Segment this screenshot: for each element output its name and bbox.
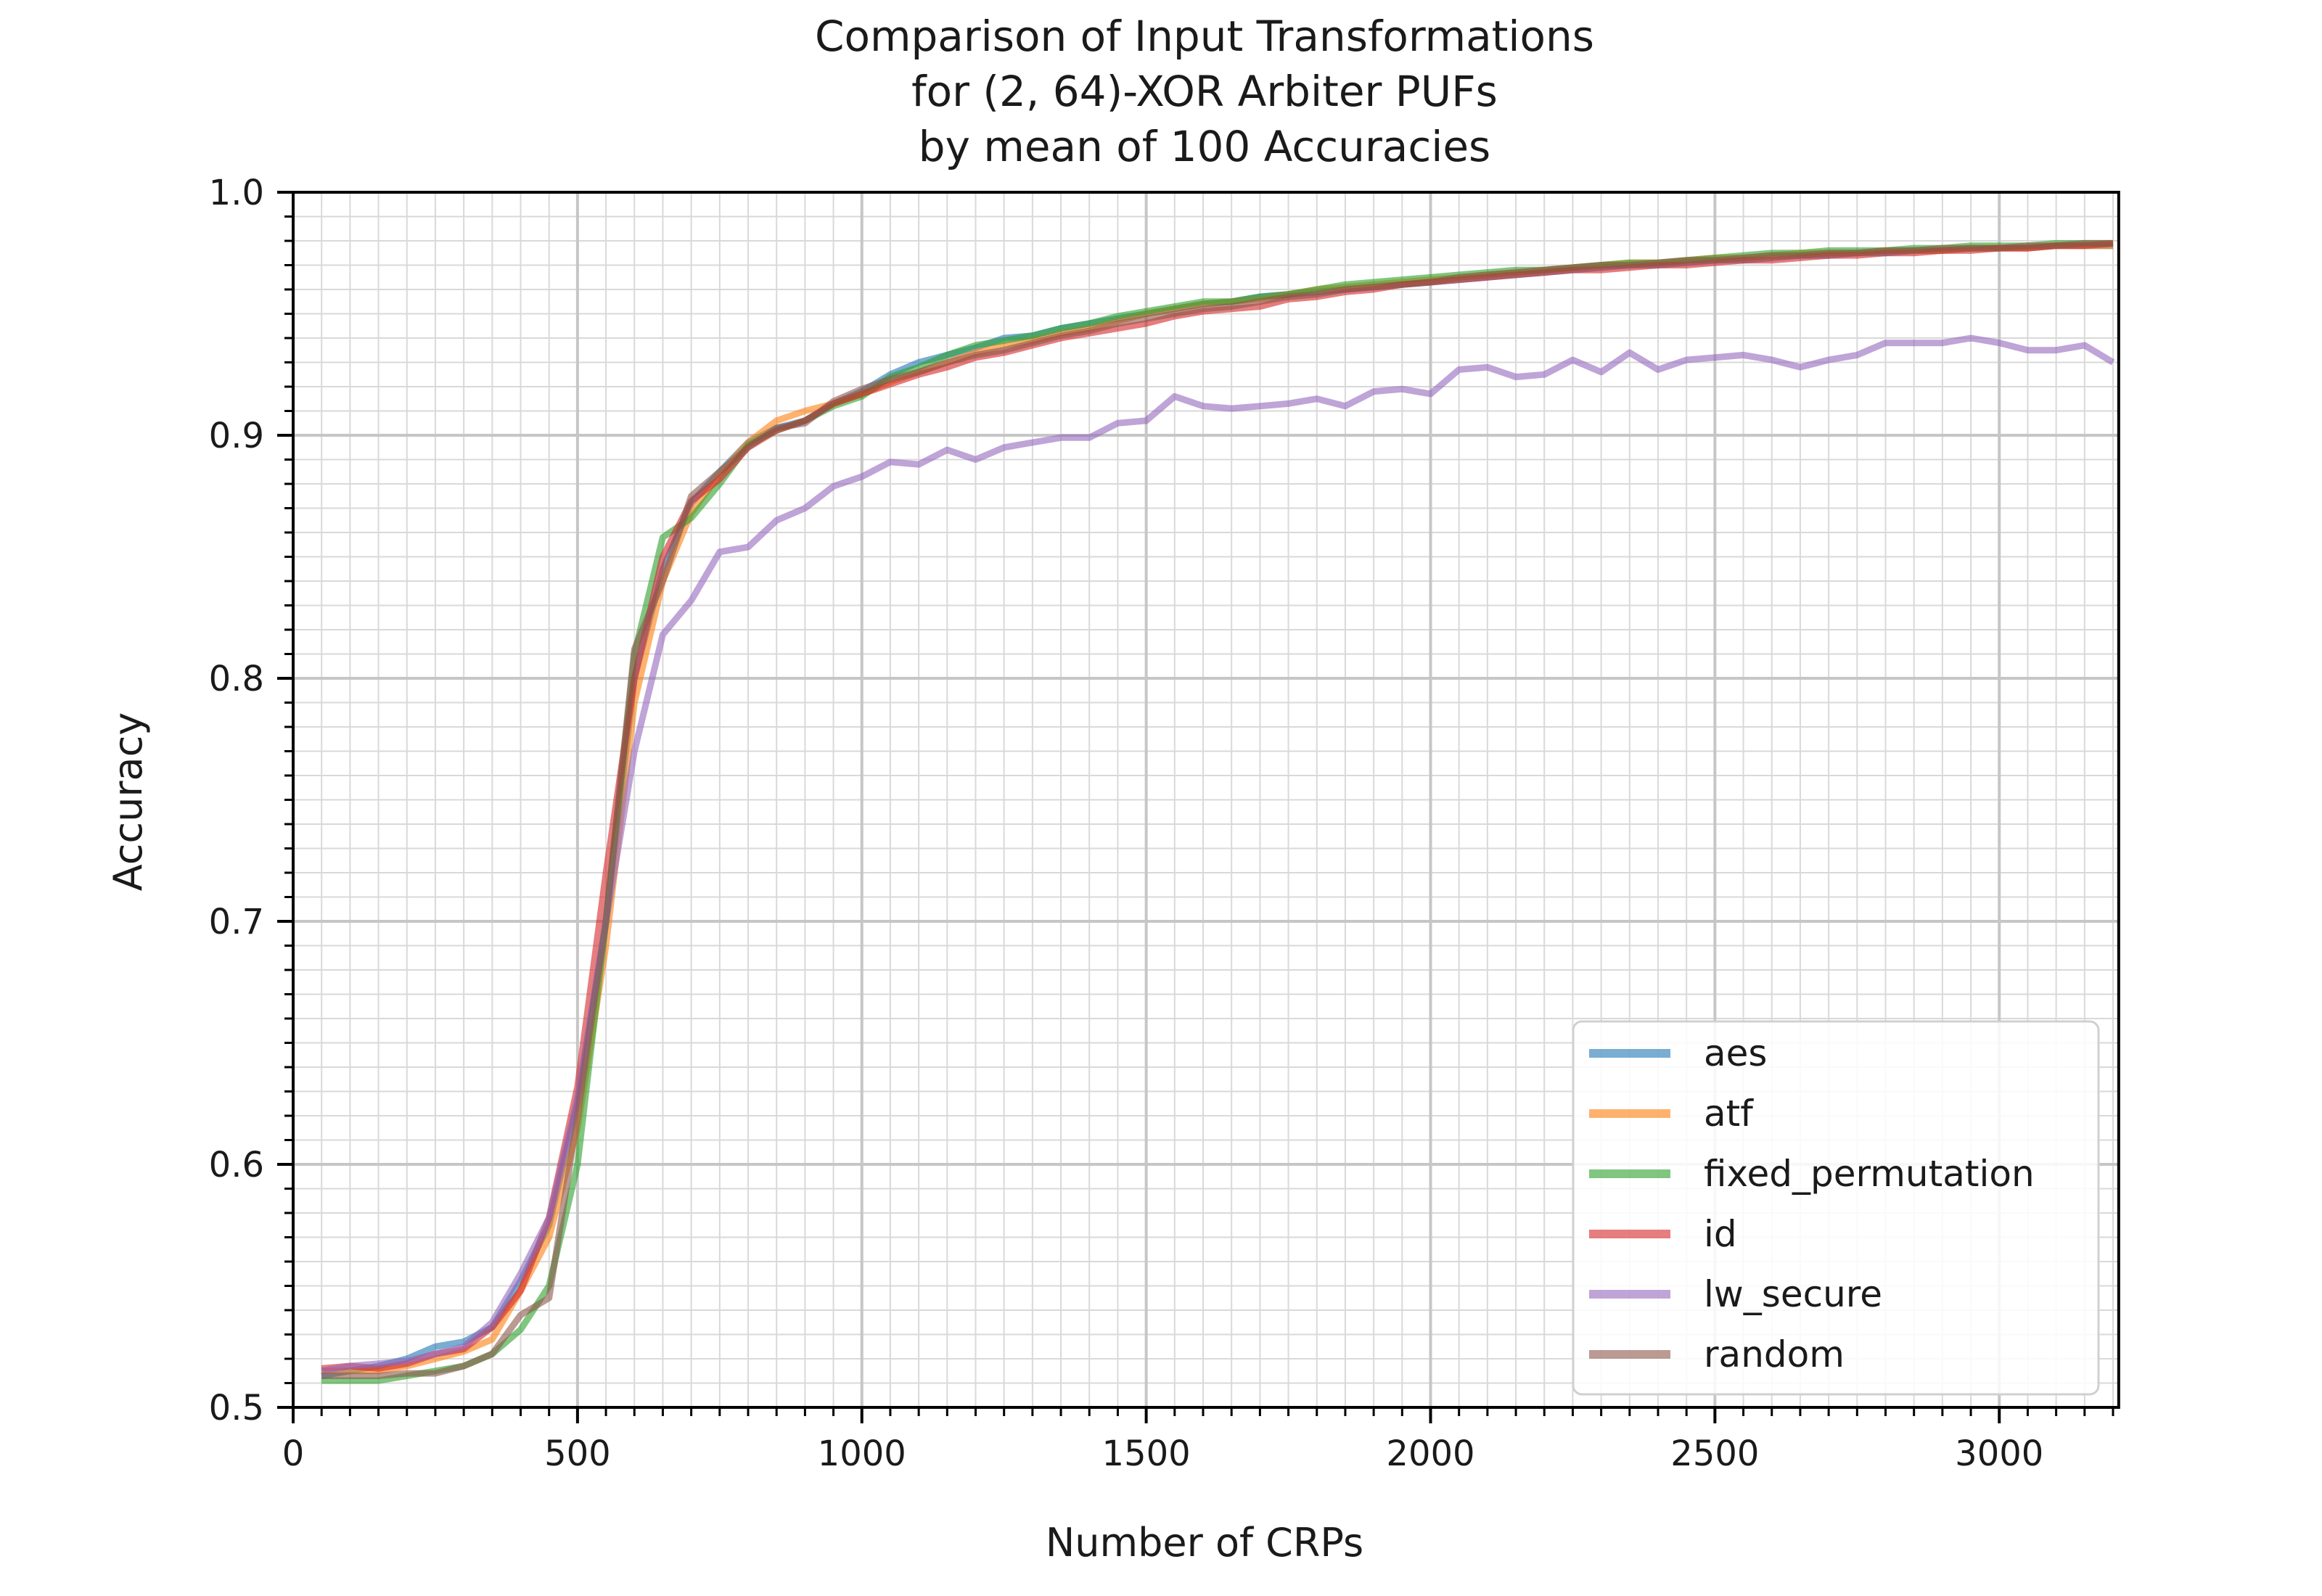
chart-title: Comparison of Input Transformations for …	[815, 12, 1594, 171]
tick-marks	[277, 191, 2114, 1423]
y-tick-label: 0.5	[209, 1388, 264, 1428]
x-tick-label: 2500	[1670, 1433, 1759, 1474]
y-axis-label: Accuracy	[105, 712, 151, 892]
series-line-random	[321, 239, 2113, 1379]
y-tick-label: 0.8	[209, 659, 264, 699]
series-line-lw-secure	[321, 334, 2115, 1375]
legend-label: id	[1704, 1213, 1737, 1255]
series-lines	[321, 239, 2115, 1384]
y-tick-label: 0.9	[209, 416, 264, 456]
legend-label: atf	[1704, 1093, 1754, 1135]
chart-title-line-3: by mean of 100 Accuracies	[919, 122, 1490, 171]
x-tick-label: 2000	[1386, 1433, 1474, 1474]
legend-label: lw_secure	[1704, 1273, 1882, 1315]
y-tick-label: 0.7	[209, 902, 264, 942]
legend-box	[1572, 1020, 2100, 1396]
minor-grid	[293, 192, 2119, 1407]
x-axis-label: Number of CRPs	[1046, 1520, 1363, 1566]
legend-label: fixed_permutation	[1704, 1153, 2035, 1195]
legend-label: random	[1704, 1333, 1845, 1375]
x-tick-label: 0	[282, 1433, 305, 1474]
y-tick-label: 0.6	[209, 1145, 264, 1185]
y-tick-label: 1.0	[209, 173, 264, 213]
x-tick-label: 500	[544, 1433, 611, 1474]
tick-labels: 0 500 1000 1500 2000 2500 3000 0.5 0.6 0.7 0.8 0.9 1…	[209, 173, 2044, 1474]
x-tick-label: 3000	[1955, 1433, 2043, 1474]
x-tick-label: 1000	[818, 1433, 906, 1474]
legend-label: aes	[1704, 1032, 1767, 1074]
chart-title-line-1: Comparison of Input Transformations	[815, 12, 1594, 61]
chart-title-line-2: for (2, 64)-XOR Arbiter PUFs	[911, 67, 1498, 116]
x-tick-label: 1500	[1102, 1433, 1191, 1474]
